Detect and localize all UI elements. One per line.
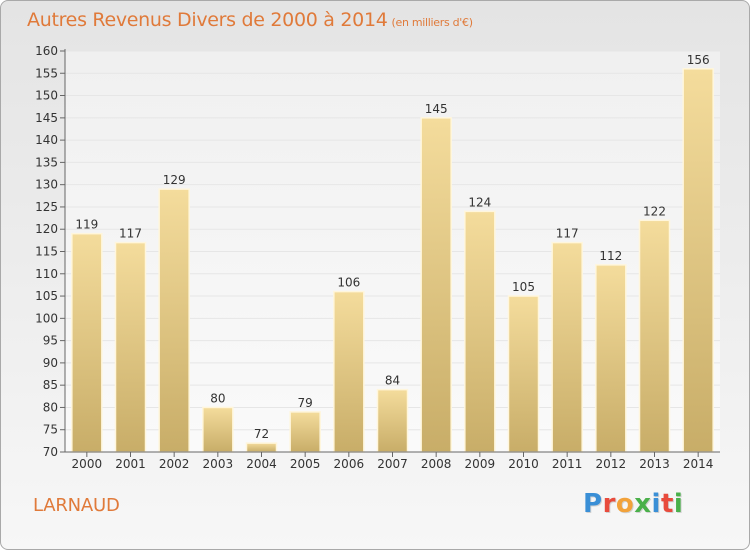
- x-tick-label: 2006: [334, 457, 365, 471]
- logo-letter: i: [651, 489, 661, 519]
- bar-value-label: 117: [119, 227, 142, 241]
- x-tick-label: 2004: [246, 457, 277, 471]
- bar-value-label: 80: [210, 391, 225, 405]
- y-tick-label: 80: [43, 400, 58, 414]
- y-tick-label: 145: [35, 111, 58, 125]
- bar-value-label: 156: [687, 53, 710, 67]
- y-tick-label: 75: [43, 423, 58, 437]
- bar-value-label: 129: [163, 173, 186, 187]
- bar: [333, 290, 365, 453]
- bar: [464, 210, 496, 453]
- bar: [507, 295, 540, 453]
- bar-value-label: 106: [337, 276, 360, 290]
- y-tick-label: 70: [43, 445, 58, 459]
- bar-value-label: 122: [643, 204, 666, 218]
- x-tick-label: 2002: [159, 457, 190, 471]
- y-tick-label: 105: [35, 289, 58, 303]
- bar: [638, 219, 671, 453]
- y-tick-label: 155: [35, 66, 58, 80]
- x-tick-label: 2013: [639, 457, 670, 471]
- x-tick-label: 2009: [465, 457, 496, 471]
- x-tick-label: 2000: [72, 457, 103, 471]
- y-tick-label: 120: [35, 222, 58, 236]
- x-tick-label: 2005: [290, 457, 321, 471]
- y-tick-label: 90: [43, 356, 58, 370]
- y-tick-label: 130: [35, 178, 58, 192]
- y-tick-label: 85: [43, 378, 58, 392]
- logo-letter: P: [583, 489, 603, 519]
- y-tick-label: 150: [35, 89, 58, 103]
- bar: [202, 406, 234, 453]
- y-tick-label: 160: [35, 44, 58, 58]
- x-tick-label: 2014: [683, 457, 714, 471]
- logo-letter: x: [634, 489, 652, 519]
- y-tick-label: 115: [35, 245, 58, 259]
- bar: [245, 442, 278, 453]
- y-tick-label: 100: [35, 311, 58, 325]
- logo-letter: o: [615, 489, 635, 519]
- bar-value-label: 119: [75, 218, 98, 232]
- commune-name: LARNAUD: [33, 495, 120, 516]
- y-tick-label: 135: [35, 155, 58, 169]
- chart-title: Autres Revenus Divers de 2000 à 2014 (en …: [27, 9, 473, 31]
- bar: [158, 188, 190, 453]
- chart-title-text: Autres Revenus Divers de 2000 à 2014: [27, 9, 388, 31]
- y-tick-label: 110: [35, 267, 58, 281]
- y-tick-label: 95: [43, 334, 58, 348]
- bar-value-label: 79: [298, 396, 313, 410]
- bar: [376, 388, 409, 453]
- bars: 119 117 129 80 72 79 106 84 145 124 105 117 112 122 15…: [71, 53, 714, 453]
- bar: [551, 241, 583, 453]
- bar-value-label: 117: [556, 227, 579, 241]
- proxiti-logo: Proxiti: [583, 489, 683, 519]
- x-tick-label: 2010: [508, 457, 539, 471]
- bar: [595, 264, 627, 453]
- bar: [682, 68, 714, 453]
- x-tick-label: 2011: [552, 457, 583, 471]
- bar: [71, 232, 103, 453]
- x-tick-label: 2001: [115, 457, 146, 471]
- logo-letter: t: [660, 489, 674, 519]
- logo-letter: i: [673, 489, 684, 519]
- bar-value-label: 84: [385, 374, 400, 388]
- y-tick-label: 140: [35, 133, 58, 147]
- bar: [114, 241, 147, 453]
- chart-unit: (en milliers d'€): [391, 16, 473, 29]
- x-tick-label: 2003: [203, 457, 234, 471]
- bar-value-label: 72: [254, 427, 269, 441]
- bar-value-label: 145: [425, 102, 448, 116]
- bar-value-label: 105: [512, 280, 535, 294]
- bar: [289, 411, 321, 453]
- logo-letter: r: [602, 489, 616, 519]
- x-tick-label: 2008: [421, 457, 452, 471]
- bar-value-label: 112: [599, 249, 622, 263]
- axes: 70 75 80 85 90 95 100 105 110 115 120 125 130 135 140 1…: [35, 44, 720, 471]
- x-tick-label: 2007: [377, 457, 408, 471]
- bar: [420, 117, 452, 453]
- x-tick-label: 2012: [596, 457, 627, 471]
- y-tick-label: 125: [35, 200, 58, 214]
- bar-value-label: 124: [468, 195, 491, 209]
